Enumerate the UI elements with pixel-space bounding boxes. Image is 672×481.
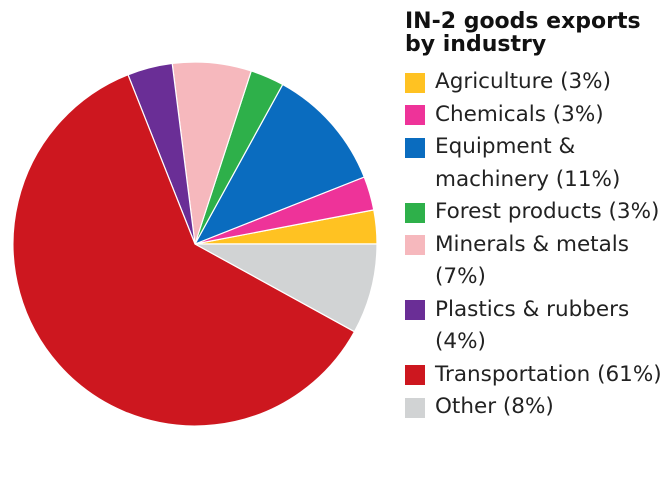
legend-swatch [405,365,425,385]
legend-swatch [405,105,425,125]
legend-label: Agriculture (3%) [435,69,611,94]
legend-item-7: Other (8%) [405,391,667,424]
legend-swatch [405,202,425,223]
legend-item-4: Minerals & metals (7%) [405,229,667,294]
legend-label: Plastics & rubbers (4%) [435,296,630,355]
legend-label: Minerals & metals (7%) [435,231,629,290]
legend-swatch [405,235,425,255]
legend-swatch [405,137,425,158]
legend-swatch [405,300,425,320]
legend-item-0: Agriculture (3%) [405,66,667,99]
legend-label: Other (8%) [435,394,554,419]
legend-label: Forest products (3%) [435,199,660,224]
legend-swatch [405,72,425,93]
legend-item-2: Equipment & machinery (11%) [405,131,667,196]
legend-label: Transportation (61%) [435,361,662,387]
legend-item-5: Plastics & rubbers (4%) [405,294,667,359]
chart-legend: Agriculture (3%) Chemicals (3%) Equipment … [405,66,667,424]
pie-slice-2 [193,83,365,246]
legend-item-3: Forest products (3%) [405,196,667,229]
legend-item-1: Chemicals (3%) [405,99,667,132]
pie-slice-7 [194,243,378,333]
legend-item-6: Transportation (61%) [405,359,667,392]
pie-chart [12,61,378,427]
pie-slice-6 [12,74,356,427]
chart-title: IN-2 goods exports by industry [405,9,641,57]
legend-label: Chemicals (3%) [435,101,604,127]
legend-swatch [405,397,425,418]
legend-label: Equipment & machinery (11%) [435,134,621,192]
